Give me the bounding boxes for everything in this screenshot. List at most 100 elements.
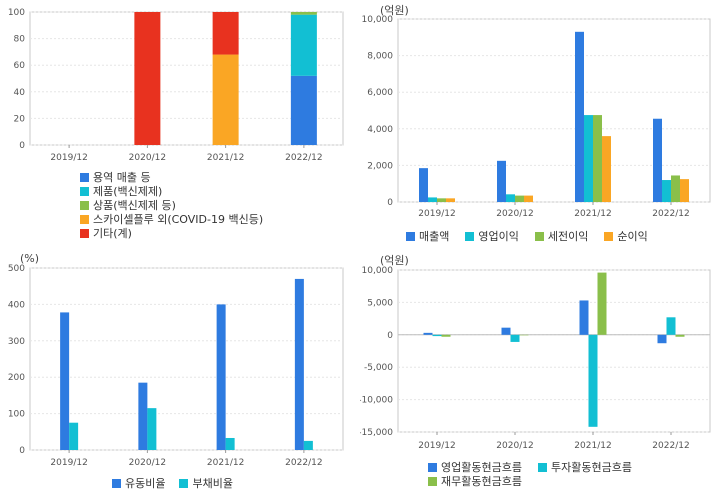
- bar: [497, 160, 506, 202]
- legend-item: 세전이익: [534, 229, 589, 243]
- y-tick-label: 400: [8, 300, 25, 310]
- bar: [423, 332, 433, 335]
- y-tick-label: 100: [8, 410, 25, 420]
- legend-item: 재무활동현금흐름: [428, 474, 538, 488]
- legend-swatch: [80, 214, 89, 224]
- legend-label: 영업활동현금흐름: [441, 461, 522, 474]
- chart-1-legend: 용역 매출 등 제품(백신제제) 상품(백신제제 등) 스카이셀플루 외(COVID-…: [80, 170, 263, 240]
- legend-label: 영업이익: [478, 230, 519, 243]
- legend-label: 부채비율: [192, 477, 233, 490]
- legend-item: 영업이익: [465, 229, 519, 243]
- x-tick-label: 2019/12: [418, 209, 455, 219]
- chart-panel-4: (억원) -15,000 -10,000 -5,000 0 5,000 10,000 201…: [358, 250, 720, 496]
- legend-swatch: [534, 231, 544, 241]
- legend-swatch: [428, 476, 437, 486]
- legend-swatch: [80, 228, 89, 238]
- bar-segment: [290, 14, 317, 76]
- legend-label: 순이익: [617, 230, 648, 243]
- bar: [419, 168, 428, 202]
- y-tick-label: 10,000: [362, 266, 394, 276]
- y-tick-label: 100: [8, 8, 25, 18]
- x-tick-label: 2021/12: [574, 441, 611, 451]
- legend-item: 투자활동현금흐름: [538, 460, 648, 474]
- bar: [432, 334, 442, 337]
- legend-swatch: [604, 231, 614, 241]
- y-tick-label: -10,000: [360, 396, 393, 406]
- legend-item: 기타(계): [80, 226, 263, 240]
- legend-label: 스카이셀플루 외(COVID-19 백신등): [93, 213, 264, 226]
- bar: [147, 408, 157, 450]
- bar: [653, 118, 662, 202]
- y-tick-label: 10,000: [362, 15, 394, 25]
- chart-panel-2: (억원) 0 2,000 4,000 6,000 8,000 10,000 2019/12 2…: [360, 0, 720, 250]
- bar: [519, 334, 529, 336]
- legend-swatch: [428, 462, 437, 472]
- chart-2-plot: 0 2,000 4,000 6,000 8,000 10,000 2019/12 2020/1…: [362, 15, 711, 219]
- bar: [602, 136, 611, 202]
- bar: [510, 334, 520, 342]
- x-tick-label: 2019/12: [50, 153, 87, 163]
- legend-label: 유동비율: [125, 477, 166, 490]
- bar: [657, 334, 667, 344]
- x-tick-label: 2020/12: [129, 458, 166, 468]
- bar: [593, 115, 602, 202]
- bar: [680, 179, 689, 202]
- y-tick-label: 0: [387, 331, 393, 341]
- legend-item: 스카이셀플루 외(COVID-19 백신등): [80, 212, 263, 226]
- y-tick-label: 60: [14, 61, 26, 71]
- legend-swatch: [406, 231, 415, 241]
- bar: [501, 327, 511, 335]
- bar: [597, 272, 607, 335]
- chart-panel-3: (%) 0 100 200 300 400 500 2019/12 2020/12 2021/1…: [0, 250, 360, 496]
- bar: [60, 312, 70, 450]
- x-tick-label: 2022/12: [285, 153, 322, 163]
- x-tick-label: 2020/12: [496, 209, 533, 219]
- bar: [506, 194, 515, 202]
- y-tick-label: 80: [14, 35, 26, 45]
- legend-label: 기타(계): [93, 227, 132, 240]
- y-tick-label: 0: [19, 446, 25, 456]
- legend-swatch: [80, 172, 89, 182]
- y-tick-label: 5,000: [367, 298, 393, 308]
- legend-item: 상품(백신제제 등): [80, 198, 263, 212]
- bar-segment: [290, 75, 317, 145]
- legend-label: 투자활동현금흐름: [551, 461, 632, 474]
- x-tick-label: 2021/12: [207, 153, 244, 163]
- x-tick-label: 2020/12: [496, 441, 533, 451]
- bar: [575, 31, 584, 203]
- legend-item: 부채비율: [179, 476, 233, 490]
- legend-item: 유동비율: [112, 476, 165, 490]
- bar: [303, 440, 313, 450]
- bar: [294, 278, 304, 450]
- legend-item: 용역 매출 등: [80, 170, 263, 184]
- y-tick-label: 0: [387, 198, 393, 208]
- y-tick-label: 4,000: [367, 125, 393, 135]
- bar: [584, 115, 593, 202]
- legend-item: 순이익: [604, 229, 648, 243]
- bar: [662, 180, 671, 202]
- bar-segment: [290, 12, 317, 15]
- bar: [671, 175, 680, 202]
- bar: [69, 422, 79, 450]
- y-tick-label: 200: [8, 373, 25, 383]
- bar: [675, 334, 685, 337]
- legend-label: 세전이익: [547, 230, 589, 243]
- y-tick-label: -5,000: [364, 363, 393, 373]
- bar: [138, 382, 148, 450]
- y-tick-label: 2,000: [367, 161, 393, 171]
- plot-frame: [29, 267, 344, 451]
- chart-2-unit-label: (억원): [380, 4, 409, 17]
- y-tick-label: 8,000: [367, 52, 393, 62]
- y-tick-label: 40: [14, 88, 26, 98]
- legend-label: 제품(백신제제): [93, 185, 163, 198]
- legend-item: 매출액: [406, 229, 449, 243]
- legend-label: 용역 매출 등: [93, 171, 151, 184]
- chart-4-plot: -15,000 -10,000 -5,000 0 5,000 10,000 2019/12 2…: [358, 266, 711, 451]
- legend-swatch: [465, 231, 475, 241]
- bar-segment: [134, 12, 161, 145]
- legend-item: 제품(백신제제): [80, 184, 263, 198]
- x-tick-label: 2021/12: [207, 458, 244, 468]
- chart-3-legend: 유동비율 부채비율: [112, 476, 233, 490]
- chart-3-plot: 0 100 200 300 400 500 2019/12 2020/12 2021/12 202…: [8, 264, 344, 468]
